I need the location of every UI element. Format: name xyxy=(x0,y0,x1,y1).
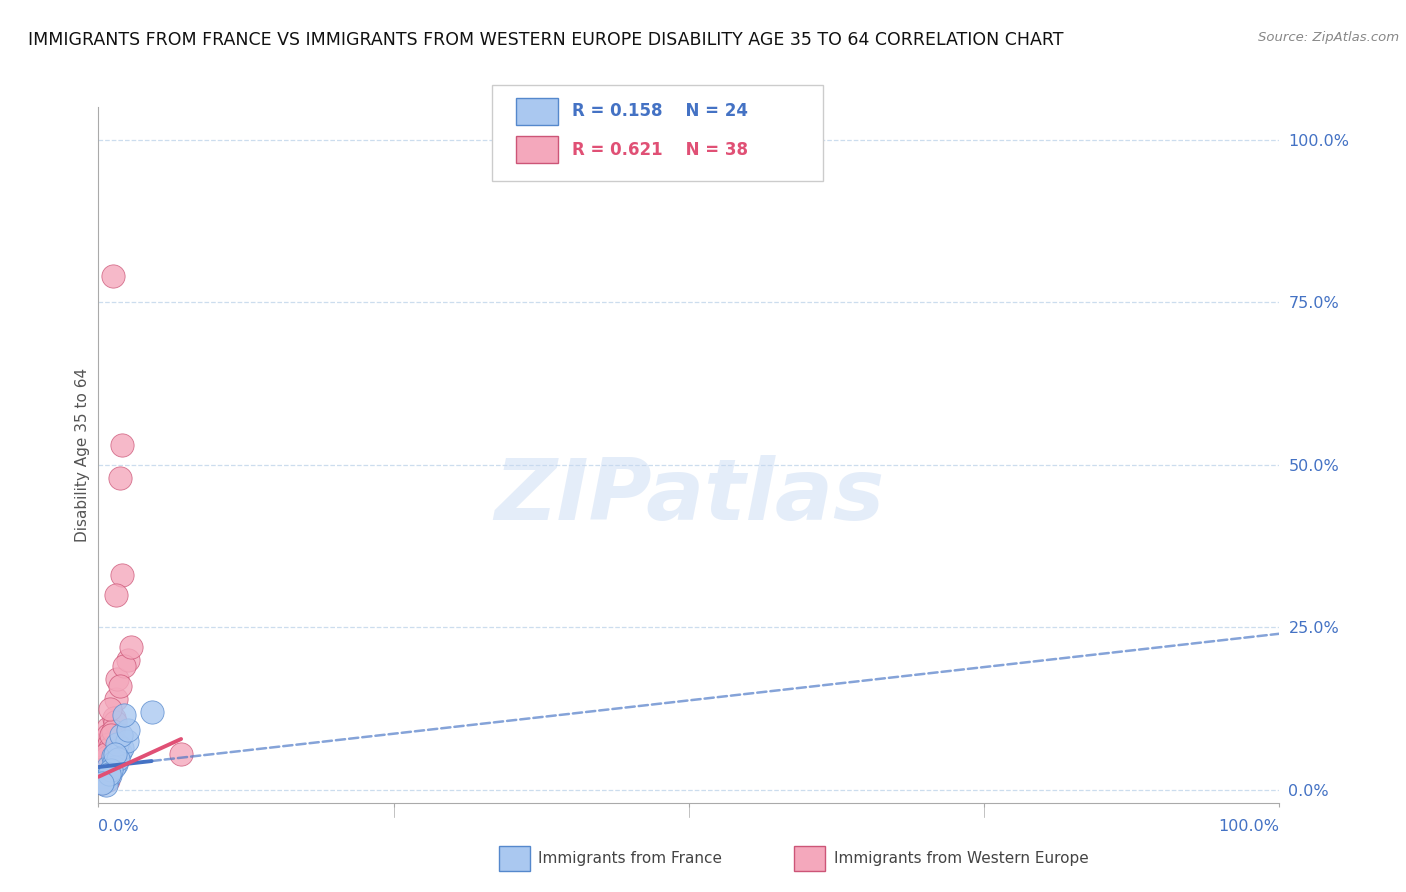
Text: 0.0%: 0.0% xyxy=(98,820,139,834)
Point xyxy=(111,740,134,755)
Point xyxy=(100,756,122,771)
Point xyxy=(98,731,121,745)
Point xyxy=(112,708,135,723)
Point xyxy=(98,766,121,780)
Point xyxy=(121,640,143,654)
Point xyxy=(108,471,131,485)
Point xyxy=(93,770,115,784)
Point xyxy=(98,764,121,779)
Point xyxy=(91,762,114,776)
Point xyxy=(98,768,121,782)
Point xyxy=(110,727,132,741)
Text: Immigrants from France: Immigrants from France xyxy=(538,851,723,865)
Point xyxy=(170,747,193,761)
Text: Immigrants from Western Europe: Immigrants from Western Europe xyxy=(834,851,1088,865)
Point xyxy=(108,745,131,759)
Y-axis label: Disability Age 35 to 64: Disability Age 35 to 64 xyxy=(75,368,90,542)
Point xyxy=(103,756,125,770)
Point xyxy=(104,754,127,768)
Point xyxy=(93,750,115,764)
Point xyxy=(98,701,121,715)
Point xyxy=(100,764,122,778)
Text: R = 0.158    N = 24: R = 0.158 N = 24 xyxy=(572,103,748,120)
Point xyxy=(91,775,114,789)
Point xyxy=(96,754,118,768)
Point xyxy=(96,750,118,764)
Point xyxy=(91,776,114,790)
Point xyxy=(93,770,115,784)
Point xyxy=(97,760,120,774)
Point xyxy=(100,727,122,741)
Point xyxy=(91,760,114,774)
Text: R = 0.621    N = 38: R = 0.621 N = 38 xyxy=(572,141,748,159)
Point xyxy=(103,711,125,725)
Point xyxy=(97,764,120,779)
Point xyxy=(97,727,120,741)
Point xyxy=(111,568,134,582)
Point xyxy=(94,740,117,755)
Point xyxy=(98,740,121,755)
Point xyxy=(101,724,124,739)
Text: ZIPatlas: ZIPatlas xyxy=(494,455,884,538)
Point xyxy=(108,679,131,693)
Point xyxy=(105,737,128,751)
Point xyxy=(97,772,120,787)
Point xyxy=(101,749,124,764)
Point xyxy=(97,721,120,735)
Point xyxy=(141,705,163,719)
Point xyxy=(91,764,114,778)
Point xyxy=(94,747,117,761)
Point xyxy=(117,723,139,737)
Text: Source: ZipAtlas.com: Source: ZipAtlas.com xyxy=(1258,31,1399,45)
Point xyxy=(104,714,127,729)
Point xyxy=(91,776,114,790)
Point xyxy=(105,672,128,686)
Point xyxy=(93,768,115,782)
Text: IMMIGRANTS FROM FRANCE VS IMMIGRANTS FROM WESTERN EUROPE DISABILITY AGE 35 TO 64: IMMIGRANTS FROM FRANCE VS IMMIGRANTS FRO… xyxy=(28,31,1063,49)
Point xyxy=(98,737,121,751)
Point xyxy=(94,778,117,792)
Point xyxy=(98,766,121,780)
Point xyxy=(101,269,124,284)
Point xyxy=(117,653,139,667)
Point xyxy=(104,747,127,761)
Point xyxy=(103,760,125,774)
Point xyxy=(111,438,134,452)
Point xyxy=(107,751,129,765)
Point xyxy=(96,772,118,787)
Point xyxy=(112,659,135,673)
Point xyxy=(115,734,138,748)
Point xyxy=(105,691,128,706)
Point xyxy=(105,756,128,771)
Point xyxy=(105,588,128,602)
Text: 100.0%: 100.0% xyxy=(1219,820,1279,834)
